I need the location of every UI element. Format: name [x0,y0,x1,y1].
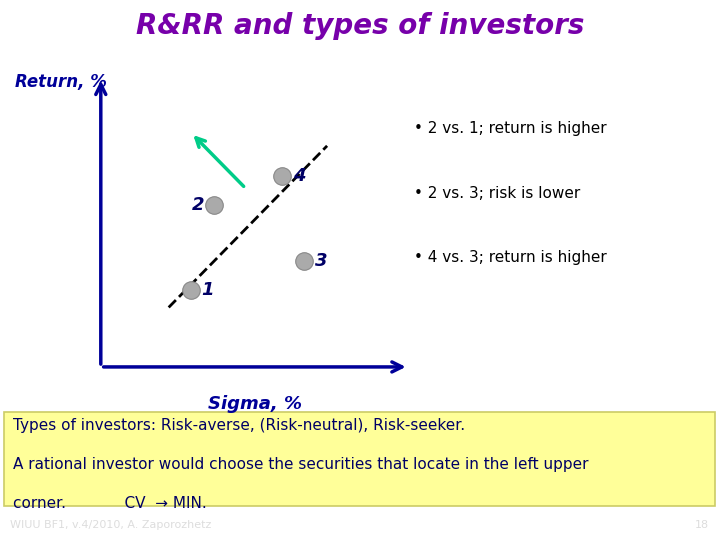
Text: R&RR and types of investors: R&RR and types of investors [136,12,584,40]
Text: 1: 1 [201,281,213,299]
Text: corner.            CV  → MIN.: corner. CV → MIN. [13,496,207,511]
Text: Sigma, %: Sigma, % [207,395,302,413]
Text: • 2 vs. 3; risk is lower: • 2 vs. 3; risk is lower [414,186,580,201]
Text: 4: 4 [293,167,305,185]
Text: WIUU BF1, v.4/2010, A. Zaporozhetz: WIUU BF1, v.4/2010, A. Zaporozhetz [10,520,212,530]
Point [186,286,197,295]
Text: • 4 vs. 3; return is higher: • 4 vs. 3; return is higher [414,251,607,266]
Text: • 2 vs. 1; return is higher: • 2 vs. 1; return is higher [414,122,607,136]
Text: 2: 2 [192,197,204,214]
Point [208,201,220,210]
Point [276,171,287,180]
Text: A rational investor would choose the securities that locate in the left upper: A rational investor would choose the sec… [13,457,588,472]
Point [299,256,310,265]
Text: 3: 3 [315,252,328,269]
Text: Return, %: Return, % [15,72,107,91]
Text: Types of investors: Risk-averse, (Risk-neutral), Risk-seeker.: Types of investors: Risk-averse, (Risk-n… [13,418,465,433]
FancyBboxPatch shape [4,412,715,506]
Text: 18: 18 [695,520,709,530]
